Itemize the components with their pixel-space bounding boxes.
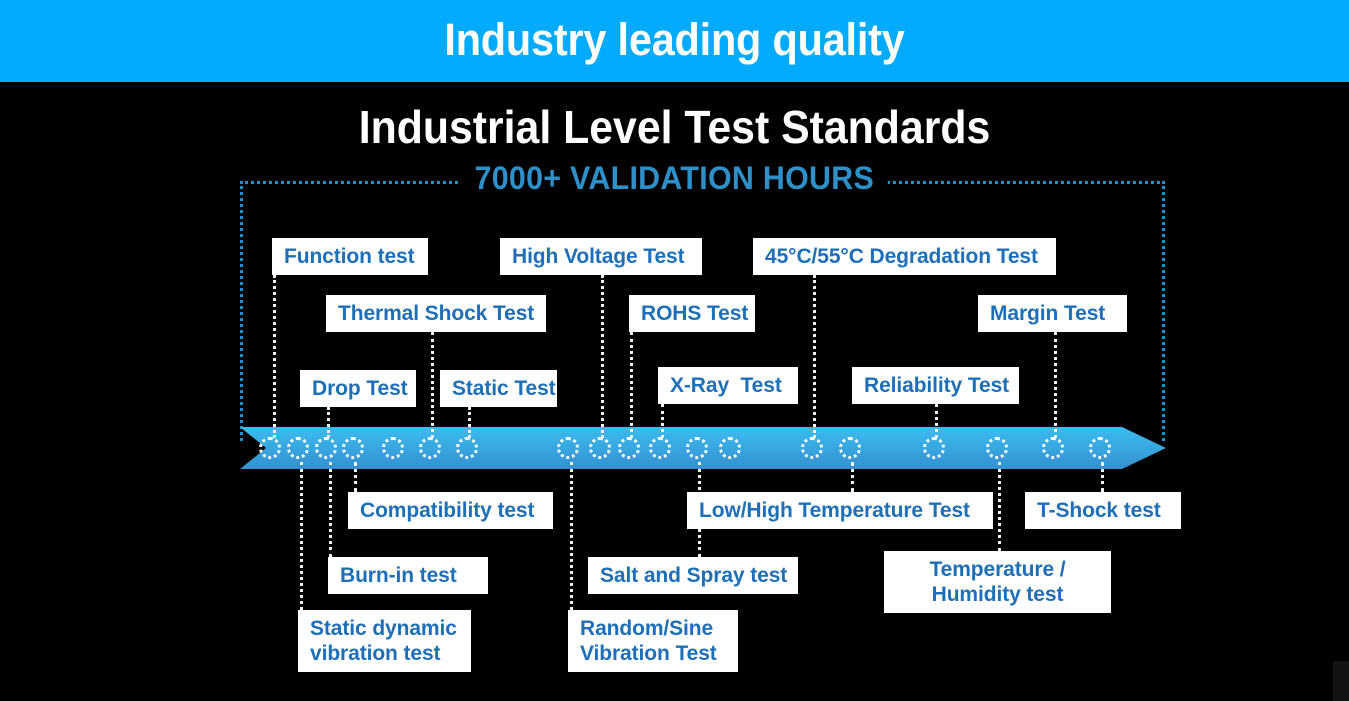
temp-humidity-connector [998,462,1001,551]
margin-test-connector [1054,332,1057,438]
timeline-marker-14[interactable] [839,437,861,459]
thermal-shock-connector [431,332,434,438]
function-test-connector [273,275,276,438]
test-label-low-high-temp[interactable]: Low/High Temperature Test [687,492,993,529]
test-label-reliability-test[interactable]: Reliability Test [852,367,1019,404]
test-label-t-shock-test[interactable]: T-Shock test [1025,492,1181,529]
timeline-marker-10[interactable] [649,437,671,459]
test-label-margin-test[interactable]: Margin Test [978,295,1127,332]
test-label-drop-test[interactable]: Drop Test [300,370,416,407]
random-sine-connector [570,462,573,610]
validation-hours-subtitle: 7000+ VALIDATION HOURS [461,160,888,197]
low-high-temp-connector [851,462,854,492]
subtitle-container: 7000+ VALIDATION HOURS [0,160,1349,197]
header-banner [0,0,1349,82]
timeline-marker-1[interactable] [287,437,309,459]
timeline-marker-18[interactable] [1089,437,1111,459]
degradation-test-connector [813,275,816,438]
test-label-burn-in-test[interactable]: Burn-in test [328,557,488,594]
high-voltage-connector [601,275,604,438]
test-label-random-sine[interactable]: Random/Sine Vibration Test [568,610,738,672]
scrollbar-strip[interactable] [1333,661,1349,701]
rohs-test-connector [630,332,633,438]
test-label-degradation-test[interactable]: 45°C/55°C Degradation Test [753,238,1056,275]
test-label-temp-humidity[interactable]: Temperature / Humidity test [884,551,1111,613]
timeline-marker-8[interactable] [589,437,611,459]
test-label-rohs-test[interactable]: ROHS Test [629,295,755,332]
xray-test-connector [661,404,664,438]
timeline-marker-15[interactable] [923,437,945,459]
timeline-marker-11[interactable] [686,437,708,459]
test-label-xray-test[interactable]: X-Ray Test [658,367,798,404]
static-dynamic-connector [300,462,303,610]
timeline-marker-2[interactable] [315,437,337,459]
timeline-marker-17[interactable] [1042,437,1064,459]
reliability-test-connector [935,404,938,438]
timeline-marker-6[interactable] [456,437,478,459]
drop-test-connector [327,407,330,438]
test-label-function-test[interactable]: Function test [272,238,428,275]
timeline-marker-9[interactable] [618,437,640,459]
test-label-high-voltage[interactable]: High Voltage Test [500,238,702,275]
timeline-marker-12[interactable] [719,437,741,459]
banner-title: Industry leading quality [444,14,905,65]
test-label-thermal-shock[interactable]: Thermal Shock Test [326,295,546,332]
timeline-marker-3[interactable] [342,437,364,459]
page-title: Industrial Level Test Standards [358,101,991,153]
test-label-static-test[interactable]: Static Test [440,370,557,407]
burn-in-test-connector [329,462,332,557]
compatibility-test-connector [354,462,357,492]
t-shock-test-connector [1101,462,1104,492]
timeline-marker-16[interactable] [986,437,1008,459]
timeline-marker-4[interactable] [382,437,404,459]
timeline-marker-7[interactable] [557,437,579,459]
timeline-marker-5[interactable] [419,437,441,459]
test-label-static-dynamic[interactable]: Static dynamic vibration test [298,610,471,672]
static-test-connector [468,407,471,438]
timeline-marker-0[interactable] [259,437,281,459]
test-label-compatibility-test[interactable]: Compatibility test [348,492,553,529]
timeline-marker-13[interactable] [801,437,823,459]
test-label-salt-spray-test[interactable]: Salt and Spray test [588,557,798,594]
